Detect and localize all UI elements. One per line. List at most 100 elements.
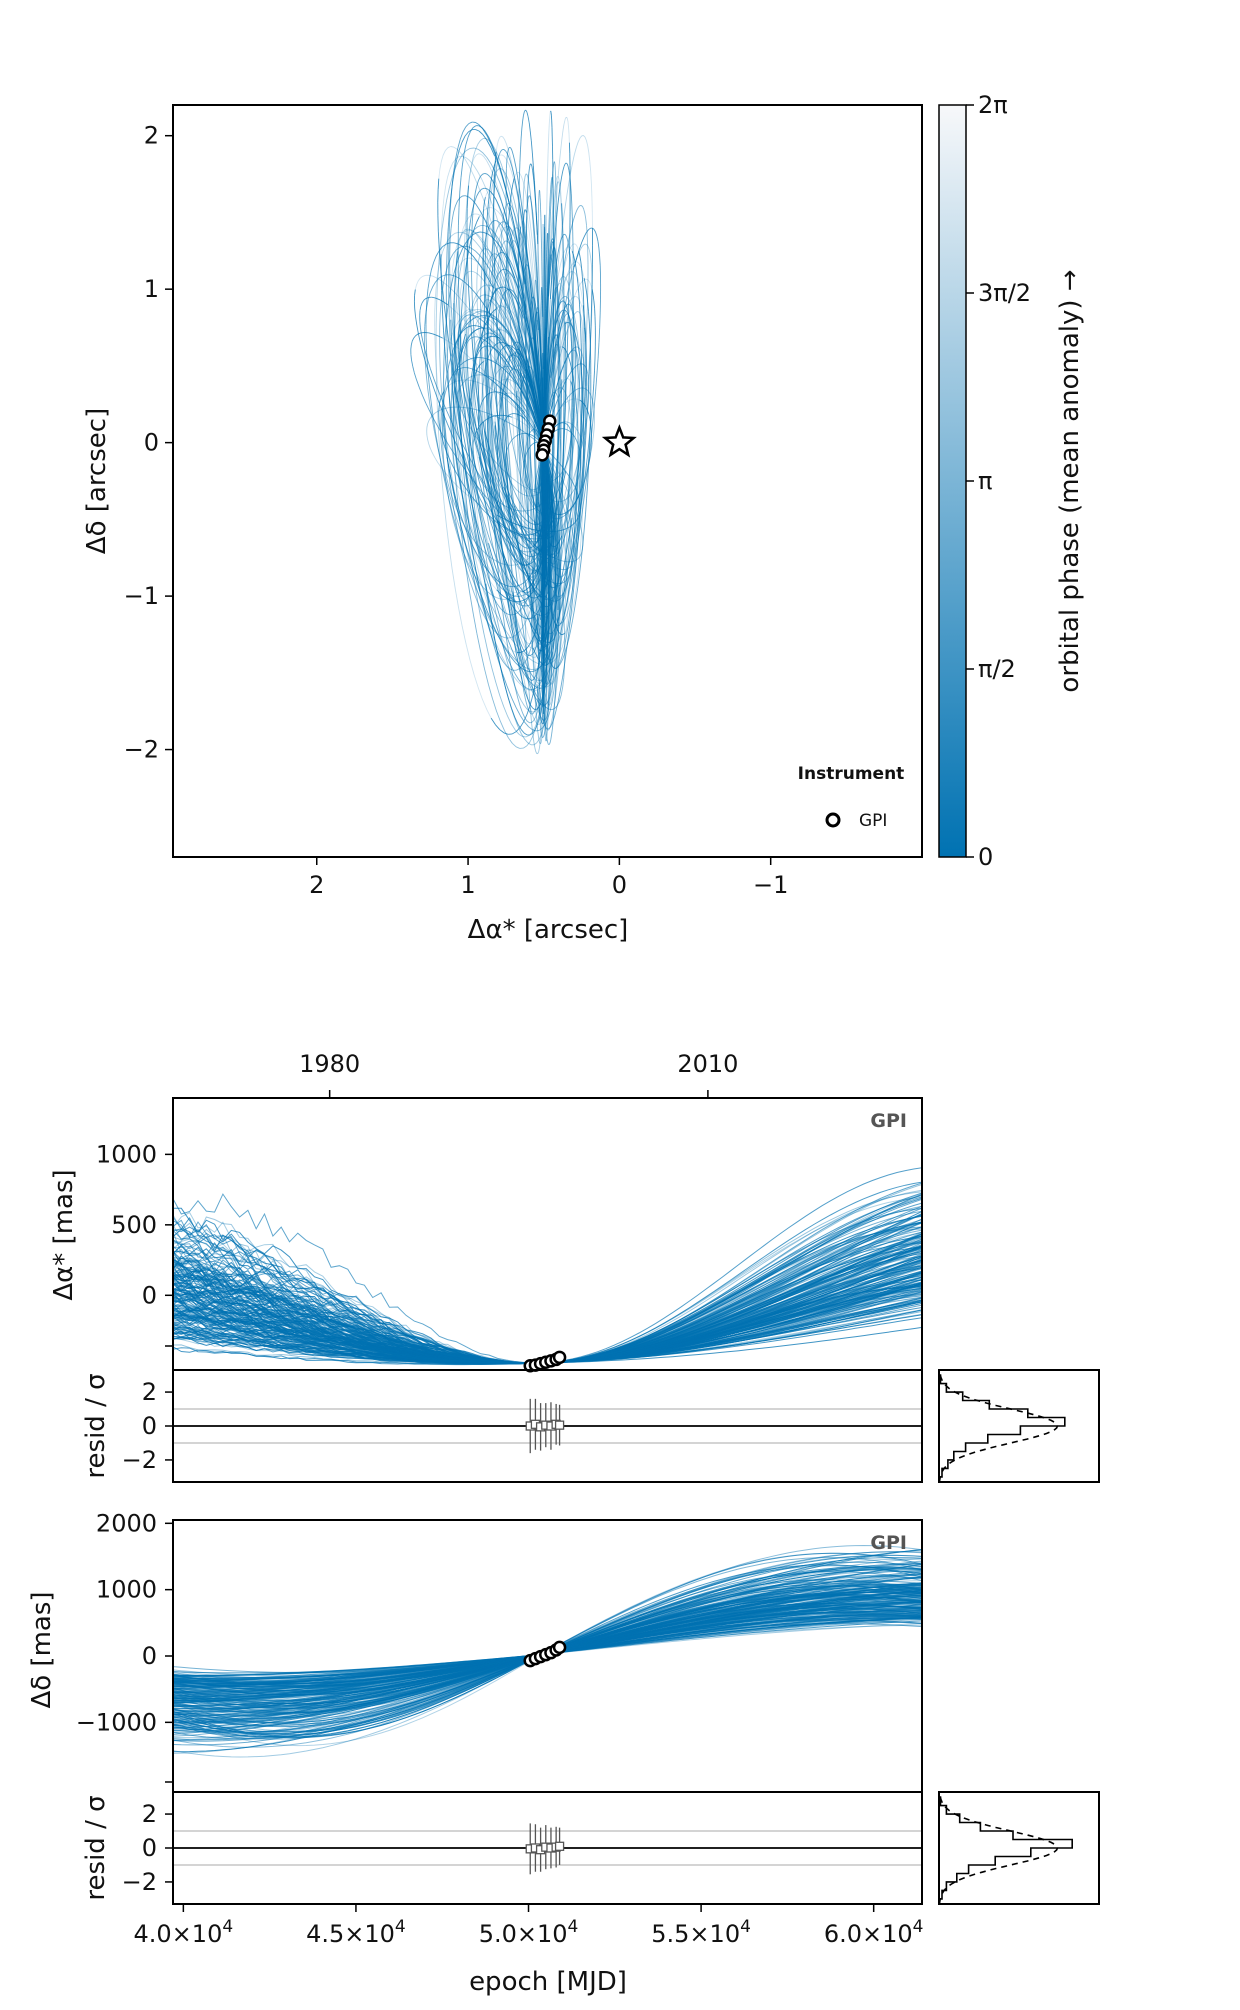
orbit-segment (548, 298, 551, 319)
orbit-segment (508, 737, 513, 744)
orbit-segment (579, 304, 581, 317)
orbit-segment (493, 570, 498, 579)
orbit-segment (565, 255, 568, 263)
orbit-segment (566, 163, 569, 167)
orbit-segment (577, 205, 581, 208)
orbit-segment (573, 255, 576, 261)
orbit-segment (570, 184, 572, 194)
orbit-segment (487, 651, 493, 668)
orbit-segment (575, 266, 578, 275)
orbit-segment (571, 576, 575, 591)
orbit-segment (451, 568, 456, 590)
orbit-segment (554, 217, 558, 232)
orbit-segment (515, 746, 520, 749)
orbit-segment (419, 306, 422, 311)
orbit-segment (475, 251, 481, 257)
orbit-segment (491, 698, 497, 712)
orbit-segment (527, 632, 531, 642)
orbit-segment (461, 626, 467, 645)
orbit-segment (495, 299, 498, 321)
orbit-segment (521, 449, 523, 456)
orbit-segment (480, 651, 485, 669)
orbit-segment (502, 432, 506, 456)
orbit-segment (475, 128, 480, 132)
orbit-segment (573, 562, 576, 577)
orbit-segment (576, 440, 578, 443)
orbit-segment (472, 410, 476, 424)
orbit-segment (485, 282, 490, 289)
orbit-segment (524, 502, 527, 518)
orbit-segment (497, 137, 501, 141)
orbit-segment (480, 311, 484, 314)
orbit-segment (556, 205, 559, 218)
orbit-segment (592, 383, 595, 398)
orbit-segment (476, 633, 482, 652)
orbit-segment (479, 615, 485, 635)
orbit-segment (565, 570, 569, 582)
orbit-segment (468, 121, 473, 124)
orbit-segment (559, 630, 562, 647)
orbit-segment (489, 376, 494, 379)
orbit-segment (442, 376, 445, 386)
orbit-segment (448, 547, 453, 569)
orbit-segment (549, 325, 553, 339)
orbit-segment (577, 311, 580, 313)
orbit-segment (443, 272, 447, 282)
orbit-segment (512, 731, 517, 735)
orbit-segment (549, 686, 552, 697)
orbit-segment (458, 154, 463, 161)
orbit-segment (581, 276, 584, 286)
orbit-segment (529, 252, 532, 262)
orbit-segment (465, 148, 471, 151)
orbit-segment (477, 525, 482, 537)
orbit-segment (482, 377, 485, 385)
orbit-segment (515, 601, 520, 605)
orbit-segment (563, 261, 567, 270)
orbit-segment (578, 293, 580, 305)
orbit-segment (558, 184, 561, 195)
orbit-segment (575, 311, 578, 313)
orbit-segment (495, 172, 501, 183)
orbit-segment (454, 589, 460, 609)
orbit-segment (511, 150, 514, 155)
orbit-segment (481, 346, 485, 349)
orbit-segment (487, 684, 493, 699)
orbit-segment (570, 244, 573, 248)
orbit-segment (476, 265, 479, 273)
orbit-segment (569, 291, 572, 298)
orbit-segment (473, 348, 475, 353)
orbit-segment (474, 341, 477, 346)
orbit-segment (448, 317, 451, 341)
orbit-segment (550, 697, 553, 702)
orbit-segment (572, 214, 576, 221)
orbit-segment (548, 223, 551, 239)
orbit-segment (509, 156, 513, 167)
orbit-segment (469, 218, 472, 229)
orbit-segment (500, 149, 503, 152)
orbit-segment (514, 492, 518, 498)
orbit-segment (582, 206, 585, 210)
orbit-segment (561, 170, 564, 178)
orbit-segment (561, 650, 565, 657)
orbit-segment (534, 699, 538, 708)
orbit-segment (549, 703, 551, 706)
orbit-segment (496, 380, 502, 384)
orbit-segment (473, 271, 477, 274)
orbit-segment (549, 280, 553, 300)
orbit-segment (469, 581, 475, 592)
orbit-segment (509, 413, 512, 415)
orbit-segment (583, 435, 586, 448)
orbit-segment (588, 414, 591, 419)
orbit-segment (551, 262, 554, 281)
orbit-segment (558, 265, 561, 273)
orbit-segment (529, 694, 534, 706)
orbit-segment (478, 149, 483, 153)
orbit-segment (558, 646, 561, 662)
orbit-segment (500, 135, 503, 138)
orbit-segment (551, 691, 553, 698)
orbit-segment (576, 274, 579, 284)
orbit-segment (570, 401, 573, 424)
orbit-segment (476, 413, 479, 421)
orbit-segment (490, 717, 496, 726)
